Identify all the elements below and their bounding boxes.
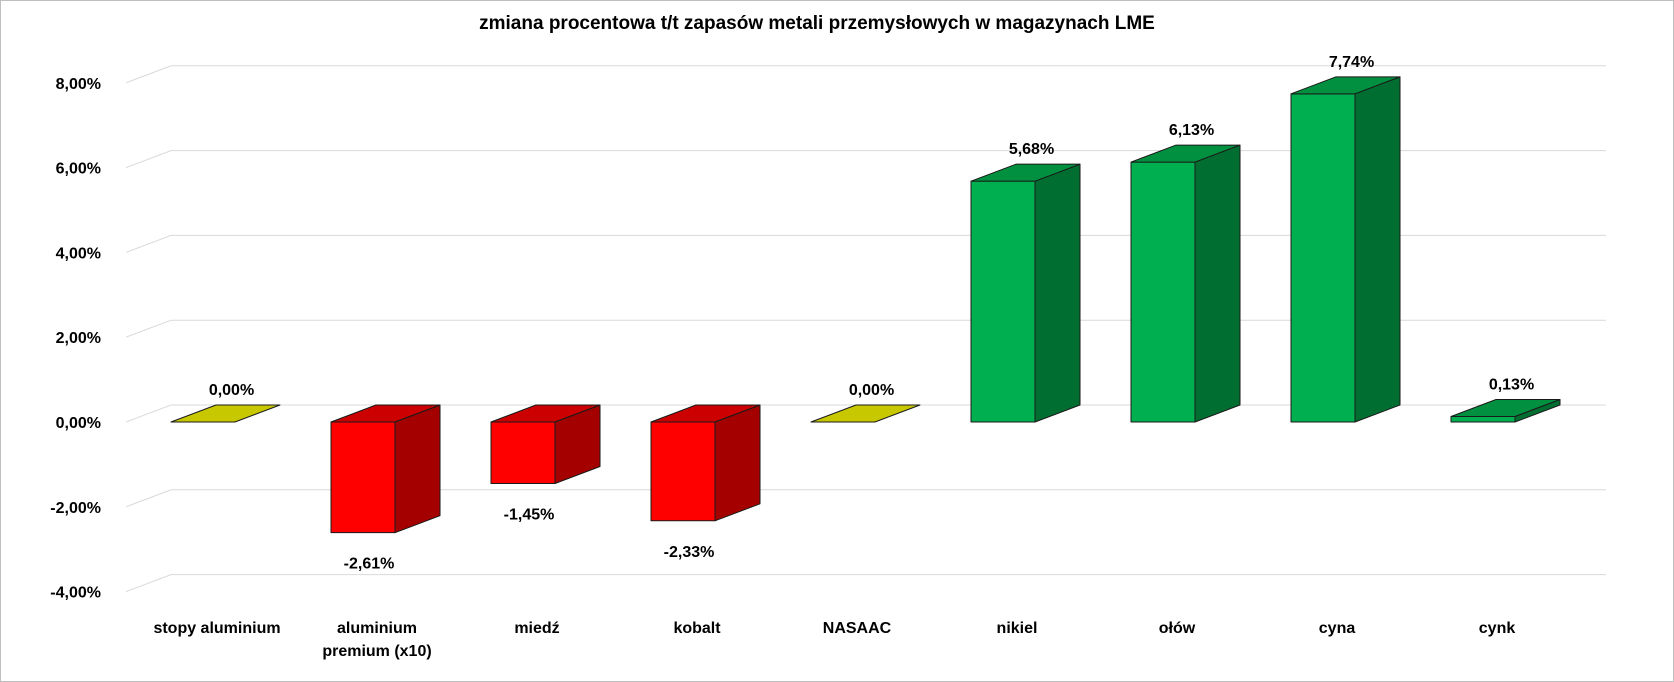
data-labels: 0,00% -2,61% -1,45% -2,33% 0,00% 5,68% 6,13% 7,… <box>209 54 1534 573</box>
data-label: 0,13% <box>1489 376 1534 393</box>
data-label: 6,13% <box>1169 122 1214 139</box>
bar-face <box>490 421 556 484</box>
bar-side <box>394 404 441 534</box>
bar-face <box>1130 161 1196 423</box>
bar-top <box>490 404 601 423</box>
data-label: 0,00% <box>209 382 254 399</box>
gridline <box>125 319 1606 338</box>
x-axis-categories: stopy aluminium aluminium premium (x10) mie… <box>153 620 1515 660</box>
data-label: 5,68% <box>1009 141 1054 158</box>
y-tick-label: 6,00% <box>56 161 101 178</box>
bar-face <box>650 421 716 522</box>
y-axis-ticks: -4,00% -2,00% 0,00% 2,00% 4,00% 6,00% 8,00% <box>50 76 101 602</box>
bars <box>170 76 1561 534</box>
bar-side <box>1034 163 1081 423</box>
bar-top <box>970 163 1081 182</box>
bar-face <box>330 421 396 534</box>
bar <box>1130 144 1241 423</box>
bar-top <box>810 404 921 423</box>
category-label: miedź <box>514 620 559 637</box>
bar <box>1450 398 1561 423</box>
y-tick-label: 8,00% <box>56 76 101 93</box>
y-tick-label: 2,00% <box>56 330 101 347</box>
y-tick-label: 0,00% <box>56 415 101 432</box>
bar-top <box>1290 76 1401 95</box>
gridline <box>125 234 1606 253</box>
data-label: 7,74% <box>1329 54 1374 71</box>
category-label: premium (x10) <box>322 643 431 660</box>
bar <box>330 404 441 534</box>
y-tick-label: -4,00% <box>50 585 101 602</box>
bar <box>490 404 601 484</box>
bar-face <box>1290 93 1356 423</box>
bar <box>810 404 921 423</box>
category-label: cynk <box>1479 620 1516 637</box>
category-label: kobalt <box>673 620 721 637</box>
bar-top <box>1450 398 1561 417</box>
gridline <box>125 574 1606 593</box>
bar-top <box>650 404 761 423</box>
bar-side <box>714 404 761 522</box>
bar-side <box>1354 76 1401 423</box>
bar-top <box>170 404 281 423</box>
y-tick-label: -2,00% <box>50 500 101 517</box>
category-label: NASAAC <box>823 620 892 637</box>
chart-title: zmiana procentowa t/t zapasów metali prz… <box>479 13 1155 34</box>
bar-side <box>1194 144 1241 423</box>
category-label: nikiel <box>997 620 1038 637</box>
data-label: -1,45% <box>504 506 555 523</box>
category-label: cyna <box>1319 620 1356 637</box>
bar-face <box>1450 415 1516 423</box>
category-label: aluminium <box>337 620 417 637</box>
bar <box>650 404 761 522</box>
y-tick-label: 4,00% <box>56 245 101 262</box>
bar <box>1290 76 1401 423</box>
data-label: 0,00% <box>849 382 894 399</box>
gridline <box>125 404 1606 423</box>
gridline <box>125 489 1606 508</box>
bar <box>970 163 1081 423</box>
category-label: ołów <box>1159 620 1196 637</box>
category-label: stopy aluminium <box>153 620 280 637</box>
data-label: -2,33% <box>664 544 715 561</box>
bar <box>170 404 281 423</box>
gridline <box>125 150 1606 169</box>
data-label: -2,61% <box>344 556 395 573</box>
gridlines <box>125 65 1606 593</box>
gridline <box>125 65 1606 84</box>
bar-top <box>1130 144 1241 163</box>
bar-top <box>330 404 441 423</box>
bar-face <box>970 180 1036 423</box>
